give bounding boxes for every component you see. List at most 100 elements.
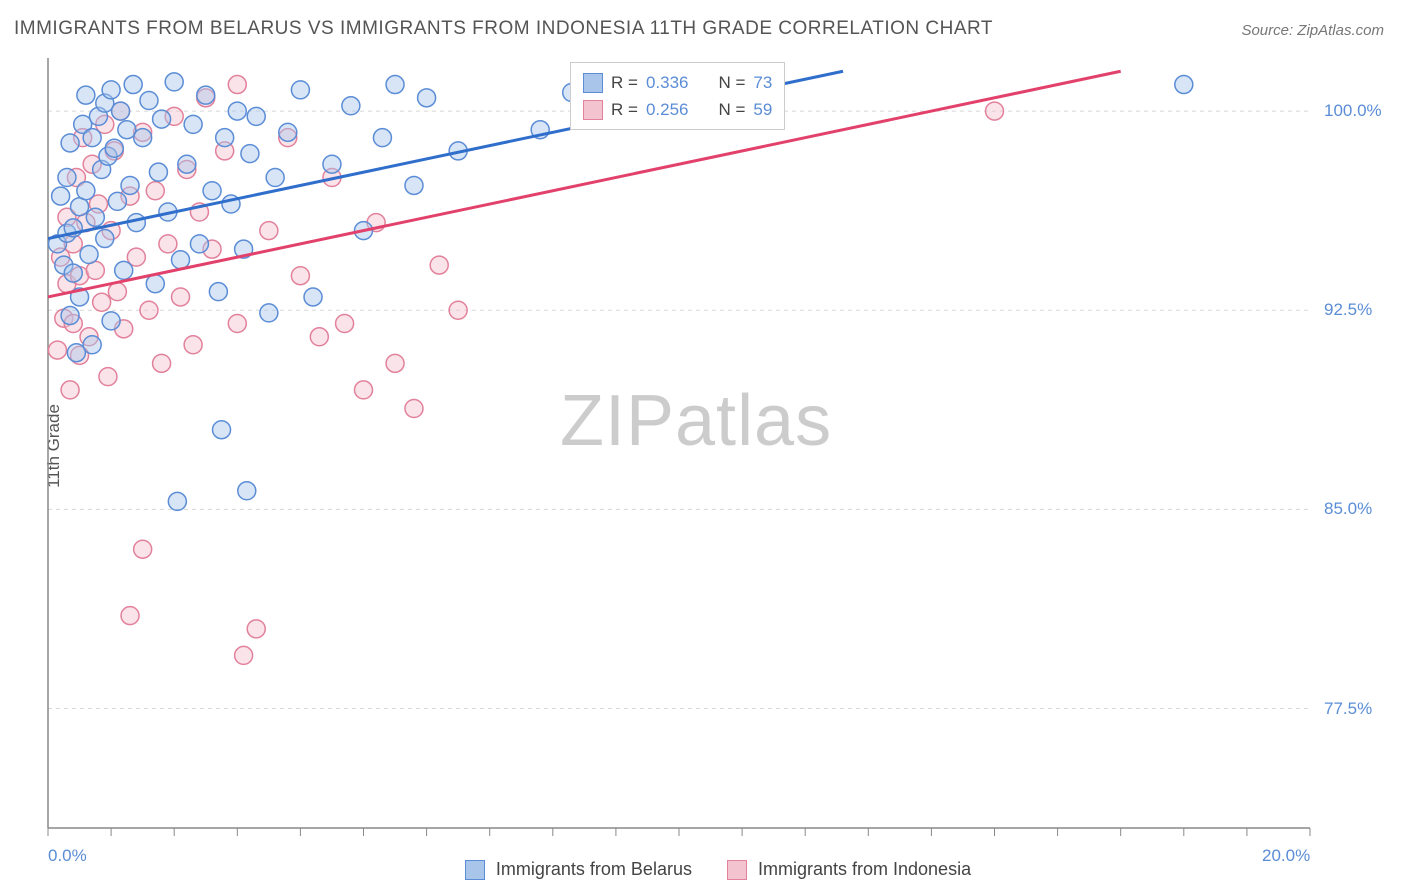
scatter-point <box>108 192 126 210</box>
scatter-point <box>291 267 309 285</box>
scatter-point <box>247 107 265 125</box>
scatter-point <box>197 86 215 104</box>
scatter-point <box>61 381 79 399</box>
y-tick-label: 85.0% <box>1324 499 1372 519</box>
legend-n-value: 59 <box>753 96 772 123</box>
scatter-point <box>149 163 167 181</box>
scatter-point <box>323 155 341 173</box>
scatter-point <box>165 73 183 91</box>
scatter-point <box>146 182 164 200</box>
scatter-point <box>112 102 130 120</box>
scatter-point <box>279 123 297 141</box>
legend-swatch-indonesia <box>727 860 747 880</box>
correlation-scatter-chart <box>0 0 1406 892</box>
scatter-point <box>159 235 177 253</box>
x-tick-label: 20.0% <box>1262 846 1310 866</box>
scatter-point <box>52 187 70 205</box>
legend-swatch <box>583 100 603 120</box>
scatter-point <box>418 89 436 107</box>
scatter-point <box>304 288 322 306</box>
scatter-point <box>373 129 391 147</box>
scatter-point <box>430 256 448 274</box>
scatter-point <box>168 492 186 510</box>
scatter-point <box>121 176 139 194</box>
scatter-point <box>99 368 117 386</box>
scatter-point <box>108 283 126 301</box>
scatter-point <box>80 245 98 263</box>
scatter-point <box>61 307 79 325</box>
scatter-point <box>260 304 278 322</box>
scatter-point <box>190 235 208 253</box>
series-legend: Immigrants from Belarus Immigrants from … <box>0 859 1406 880</box>
scatter-point <box>121 607 139 625</box>
legend-r-label: R = <box>611 69 638 96</box>
scatter-point <box>336 315 354 333</box>
scatter-point <box>228 76 246 94</box>
scatter-point <box>77 182 95 200</box>
scatter-point <box>405 176 423 194</box>
scatter-point <box>115 261 133 279</box>
scatter-point <box>342 97 360 115</box>
scatter-point <box>96 230 114 248</box>
scatter-point <box>134 540 152 558</box>
scatter-point <box>238 482 256 500</box>
scatter-point <box>83 336 101 354</box>
x-tick-label: 0.0% <box>48 846 87 866</box>
legend-row: R = 0.256 N = 59 <box>583 96 772 123</box>
scatter-point <box>213 421 231 439</box>
scatter-point <box>134 129 152 147</box>
scatter-point <box>77 86 95 104</box>
legend-label-belarus: Immigrants from Belarus <box>496 859 692 879</box>
scatter-point <box>146 275 164 293</box>
scatter-point <box>228 315 246 333</box>
legend-swatch <box>583 73 603 93</box>
scatter-point <box>140 91 158 109</box>
scatter-point <box>140 301 158 319</box>
scatter-point <box>291 81 309 99</box>
scatter-point <box>153 354 171 372</box>
scatter-point <box>184 336 202 354</box>
scatter-point <box>172 251 190 269</box>
legend-r-value: 0.256 <box>646 96 689 123</box>
scatter-point <box>64 264 82 282</box>
scatter-point <box>184 115 202 133</box>
legend-label-indonesia: Immigrants from Indonesia <box>758 859 971 879</box>
scatter-point <box>986 102 1004 120</box>
scatter-point <box>209 283 227 301</box>
y-tick-label: 100.0% <box>1324 101 1382 121</box>
scatter-point <box>355 381 373 399</box>
scatter-point <box>386 76 404 94</box>
scatter-point <box>86 208 104 226</box>
scatter-point <box>93 293 111 311</box>
scatter-point <box>449 301 467 319</box>
scatter-point <box>102 312 120 330</box>
scatter-point <box>310 328 328 346</box>
scatter-point <box>386 354 404 372</box>
scatter-point <box>247 620 265 638</box>
scatter-point <box>172 288 190 306</box>
scatter-point <box>228 102 246 120</box>
scatter-point <box>48 341 66 359</box>
y-tick-label: 92.5% <box>1324 300 1372 320</box>
scatter-point <box>235 646 253 664</box>
scatter-point <box>216 129 234 147</box>
scatter-point <box>124 76 142 94</box>
legend-r-label: R = <box>611 96 638 123</box>
scatter-point <box>241 145 259 163</box>
scatter-point <box>405 399 423 417</box>
legend-n-label: N = <box>718 96 745 123</box>
scatter-point <box>178 155 196 173</box>
legend-n-value: 73 <box>753 69 772 96</box>
scatter-point <box>260 222 278 240</box>
scatter-point <box>105 139 123 157</box>
legend-n-label: N = <box>718 69 745 96</box>
correlation-legend: R = 0.336 N = 73 R = 0.256 N = 59 <box>570 62 785 130</box>
scatter-point <box>58 168 76 186</box>
scatter-point <box>102 81 120 99</box>
scatter-point <box>153 110 171 128</box>
legend-swatch-belarus <box>465 860 485 880</box>
legend-r-value: 0.336 <box>646 69 689 96</box>
scatter-point <box>83 129 101 147</box>
scatter-point <box>1175 76 1193 94</box>
y-tick-label: 77.5% <box>1324 699 1372 719</box>
